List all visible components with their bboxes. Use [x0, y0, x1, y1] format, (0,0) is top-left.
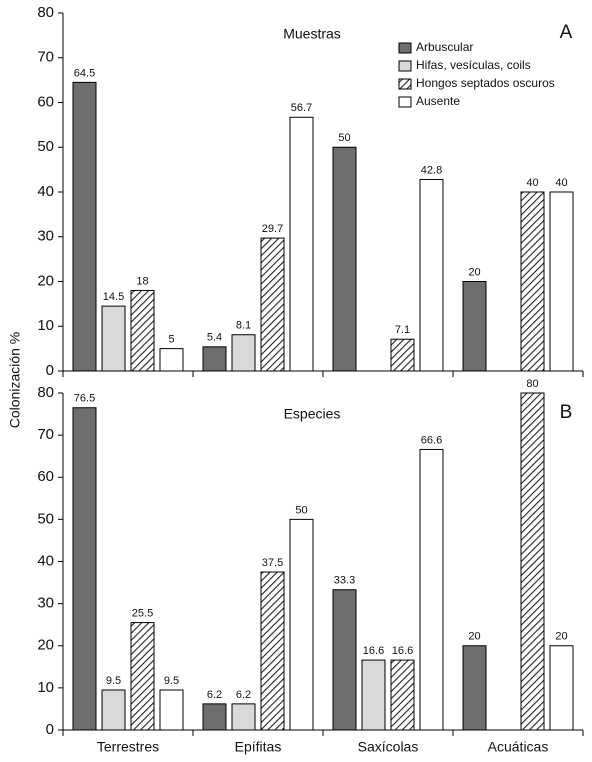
legend-swatch	[398, 96, 412, 108]
legend-swatch	[398, 78, 412, 90]
bar	[520, 191, 545, 372]
bar	[130, 622, 155, 731]
bar	[260, 571, 285, 731]
value-label: 80	[526, 378, 538, 390]
bar	[202, 703, 227, 731]
bar	[361, 659, 386, 731]
bar	[520, 392, 545, 731]
y-tick-label: 50	[37, 510, 54, 527]
bar	[289, 518, 314, 731]
legend-swatch	[398, 60, 412, 72]
panel-title: Muestras	[283, 26, 341, 42]
value-label: 42.8	[421, 164, 442, 176]
y-tick-label: 30	[37, 228, 54, 245]
value-label: 50	[295, 504, 307, 516]
bar	[101, 305, 126, 372]
bar	[202, 346, 227, 372]
value-label: 20	[468, 631, 480, 643]
value-label: 16.6	[363, 645, 384, 657]
value-label: 40	[526, 177, 538, 189]
y-tick-label: 30	[37, 595, 54, 612]
bar	[159, 348, 184, 372]
y-tick-label: 80	[37, 4, 54, 21]
bar	[390, 338, 415, 372]
value-label: 6.2	[207, 689, 222, 701]
panel-title: Especies	[284, 406, 341, 422]
panel-letter: B	[560, 402, 573, 423]
value-label: 16.6	[392, 645, 413, 657]
legend-label: Hifas, vesículas, coils	[416, 58, 531, 72]
bar	[332, 589, 357, 731]
value-label: 76.5	[74, 393, 95, 405]
legend-label: Hongos septados oscuros	[416, 76, 555, 90]
bar	[159, 689, 184, 731]
bar	[332, 146, 357, 372]
bar	[549, 191, 574, 372]
value-label: 20	[555, 631, 567, 643]
value-label: 9.5	[164, 675, 179, 687]
bar	[462, 281, 487, 372]
bar	[231, 703, 256, 731]
value-label: 5	[168, 334, 174, 346]
value-label: 29.7	[262, 223, 283, 235]
y-tick-label: 20	[37, 637, 54, 654]
value-label: 20	[468, 266, 480, 278]
y-tick-label: 60	[37, 93, 54, 110]
y-tick-label: 20	[37, 272, 54, 289]
legend-label: Arbuscular	[416, 40, 473, 54]
y-tick-label: 70	[37, 426, 54, 443]
value-label: 7.1	[395, 324, 410, 336]
value-label: 40	[555, 177, 567, 189]
value-label: 6.2	[236, 689, 251, 701]
y-tick-label: 40	[37, 183, 54, 200]
value-label: 9.5	[106, 675, 121, 687]
y-tick-label: 0	[46, 721, 54, 738]
bar	[101, 689, 126, 731]
value-label: 25.5	[132, 607, 153, 619]
y-tick-label: 40	[37, 552, 54, 569]
value-label: 8.1	[236, 320, 251, 332]
y-axis-label: Colonización %	[7, 332, 23, 429]
bar	[549, 645, 574, 731]
value-label: 18	[136, 275, 148, 287]
legend-label: Ausente	[416, 94, 460, 108]
value-label: 5.4	[207, 332, 222, 344]
bar	[390, 659, 415, 731]
bar	[72, 407, 97, 731]
bar	[260, 237, 285, 372]
y-tick-label: 80	[37, 384, 54, 401]
value-label: 50	[338, 132, 350, 144]
bar	[289, 116, 314, 372]
y-tick-label: 60	[37, 468, 54, 485]
value-label: 37.5	[262, 557, 283, 569]
x-tick-label: Acuáticas	[488, 739, 549, 755]
y-tick-label: 50	[37, 138, 54, 155]
x-tick-label: Terrestres	[97, 739, 159, 755]
y-tick-label: 0	[46, 362, 54, 379]
value-label: 56.7	[291, 102, 312, 114]
bar	[419, 178, 444, 372]
y-tick-label: 10	[37, 679, 54, 696]
value-label: 64.5	[74, 67, 95, 79]
legend-swatch	[398, 42, 412, 54]
value-label: 14.5	[103, 291, 124, 303]
panel-letter: A	[560, 22, 573, 43]
y-tick-label: 10	[37, 317, 54, 334]
x-tick-label: Epífitas	[235, 739, 282, 755]
value-label: 33.3	[334, 575, 355, 587]
y-tick-label: 70	[37, 49, 54, 66]
bar	[130, 289, 155, 372]
value-label: 66.6	[421, 434, 442, 446]
x-tick-label: Saxícolas	[358, 739, 419, 755]
bar	[419, 448, 444, 731]
bar	[72, 81, 97, 372]
bar	[462, 645, 487, 731]
bar	[231, 334, 256, 372]
